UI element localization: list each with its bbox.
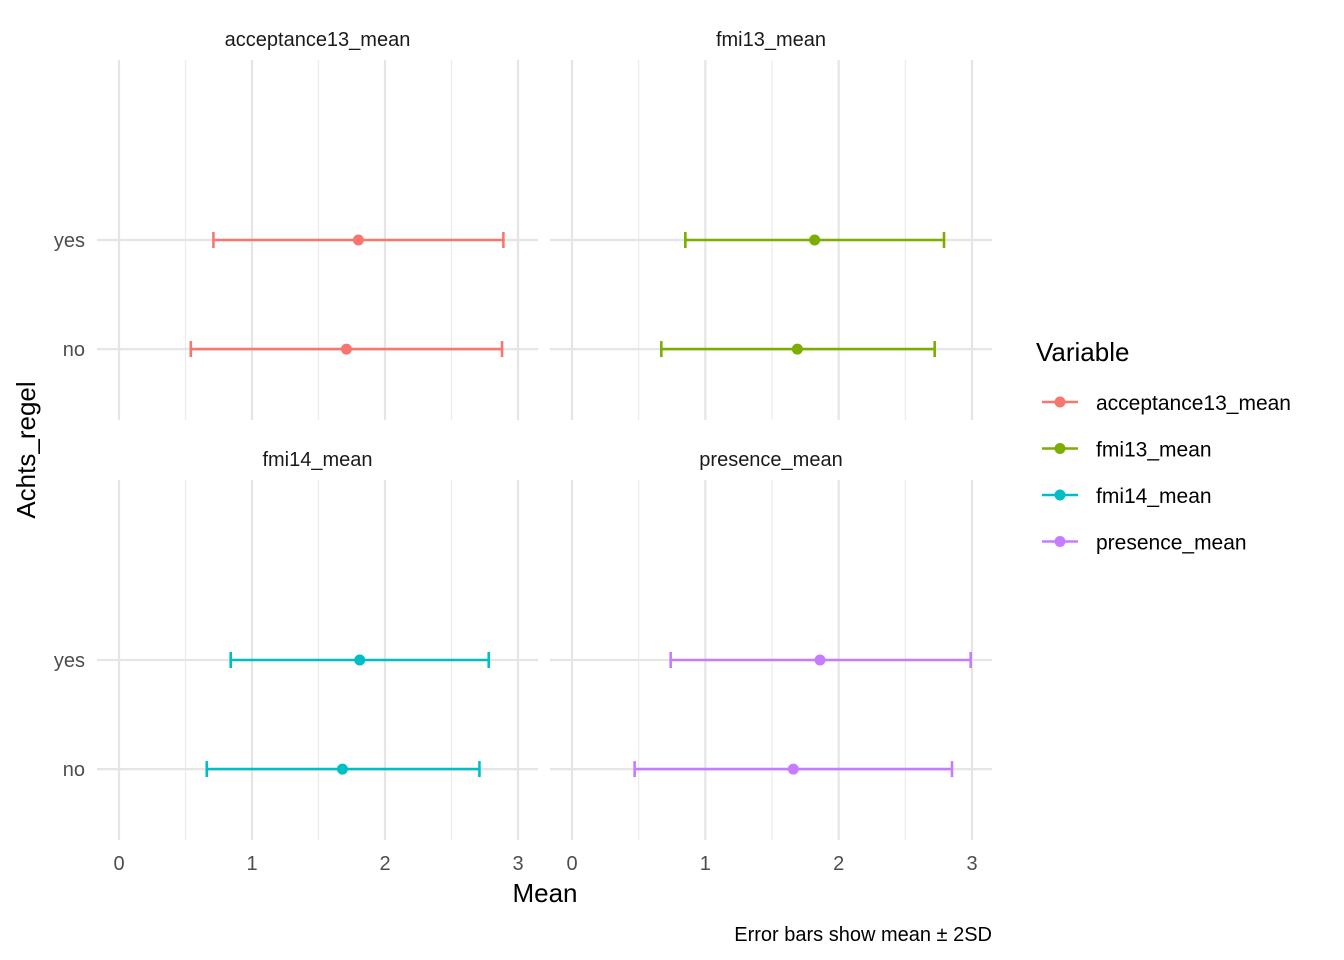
mean-point: [336, 763, 348, 775]
legend-title: Variable: [1036, 337, 1129, 367]
x-axis-title: Mean: [512, 878, 577, 908]
errorbar-presence_mean-yes: [669, 652, 972, 668]
strip-title-acceptance13_mean: acceptance13_mean: [225, 29, 411, 51]
mean-point: [787, 763, 799, 775]
mean-point: [340, 343, 352, 355]
mean-point: [791, 343, 803, 355]
legend-key-point: [1054, 396, 1066, 408]
legend-key-point: [1054, 489, 1066, 501]
legend-label-presence_mean: presence_mean: [1096, 532, 1247, 555]
legend-key-point: [1054, 443, 1066, 454]
errorbar-fmi14_mean-yes: [229, 652, 491, 668]
x-tick-label: 0: [113, 853, 124, 875]
legend-key-point: [1054, 536, 1066, 547]
errorbar-acceptance13_mean-yes: [212, 232, 505, 248]
x-tick-label: 1: [246, 853, 257, 875]
strip-title-fmi13_mean: fmi13_mean: [716, 29, 826, 51]
errorbar-acceptance13_mean-no: [189, 341, 504, 358]
x-tick-label: 3: [966, 853, 977, 875]
errorbar-fmi13_mean-yes: [684, 232, 946, 248]
mean-point: [809, 234, 821, 246]
errorbar-fmi13_mean-no: [660, 341, 936, 358]
x-tick-label: 1: [700, 853, 711, 875]
strip-title-fmi14_mean: fmi14_mean: [262, 449, 372, 471]
x-tick-label: 3: [512, 853, 523, 875]
x-tick-label: 0: [566, 853, 577, 875]
y-axis-title: Achts_regel: [11, 381, 41, 518]
strip-title-presence_mean: presence_mean: [699, 449, 842, 471]
y-tick-label: yes: [54, 650, 85, 672]
mean-point: [354, 654, 366, 666]
x-tick-label: 2: [833, 853, 844, 875]
legend-label-fmi14_mean: fmi14_mean: [1096, 485, 1212, 508]
y-tick-label: no: [63, 759, 85, 781]
mean-point: [814, 654, 826, 666]
mean-point: [352, 234, 364, 246]
errorbar-presence_mean-no: [633, 761, 954, 778]
y-tick-label: yes: [54, 230, 85, 252]
x-tick-label: 2: [379, 853, 390, 875]
chart-caption: Error bars show mean ± 2SD: [734, 924, 992, 946]
errorbar-fmi14_mean-no: [205, 761, 481, 778]
legend-label-fmi13_mean: fmi13_mean: [1096, 439, 1212, 462]
legend-label-acceptance13_mean: acceptance13_mean: [1096, 392, 1291, 415]
y-tick-label: no: [63, 339, 85, 361]
